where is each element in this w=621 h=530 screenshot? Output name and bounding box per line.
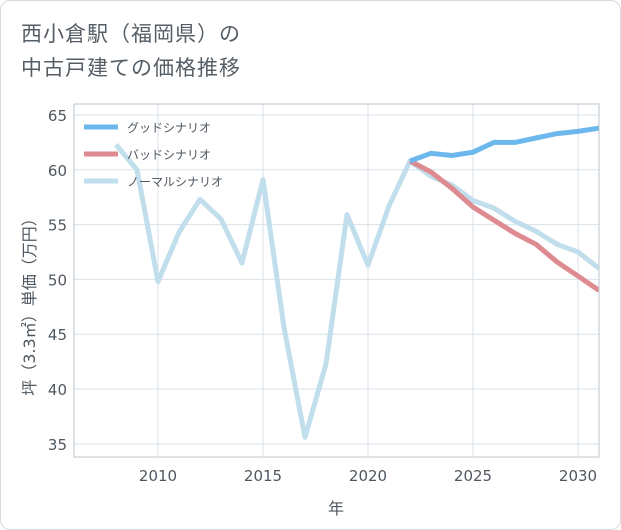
x-tick-label: 2015 — [244, 467, 282, 485]
series-line-0 — [409, 125, 599, 164]
y-tick-label: 40 — [48, 381, 67, 399]
legend-label-0: グッドシナリオ — [127, 121, 211, 135]
x-tick-label: 2010 — [139, 467, 177, 485]
series-lines — [114, 125, 599, 440]
y-axis-title: 坪（3.3㎡）単価（万円） — [20, 210, 39, 395]
plot-area-border — [73, 103, 600, 458]
y-tick-label: 65 — [48, 107, 67, 125]
series-line-2 — [114, 142, 599, 440]
y-tick-label: 35 — [48, 436, 67, 454]
x-tick-label: 2025 — [454, 467, 492, 485]
legend-label-1: バッドシナリオ — [127, 148, 211, 162]
y-tick-labels: 35 40 45 50 55 60 65 — [48, 107, 67, 454]
legend-label-2: ノーマルシナリオ — [127, 175, 223, 189]
series-line-1 — [408, 158, 599, 293]
y-tick-label: 60 — [48, 162, 67, 180]
x-axis-title: 年 — [328, 499, 344, 518]
chart-title-line-1: 西小倉駅（福岡県）の — [21, 22, 241, 46]
y-tick-label: 55 — [48, 217, 67, 235]
chart-title: 西小倉駅（福岡県）の 中古戸建ての価格推移 — [21, 17, 241, 85]
chart-title-line-2: 中古戸建ての価格推移 — [21, 56, 241, 80]
x-tick-label: 2020 — [349, 467, 387, 485]
y-tick-label: 45 — [48, 326, 67, 344]
x-tick-label: 2030 — [559, 467, 597, 485]
y-tick-label: 50 — [48, 271, 67, 289]
x-tick-labels: 2010 2015 2020 2025 2030 — [139, 467, 597, 485]
